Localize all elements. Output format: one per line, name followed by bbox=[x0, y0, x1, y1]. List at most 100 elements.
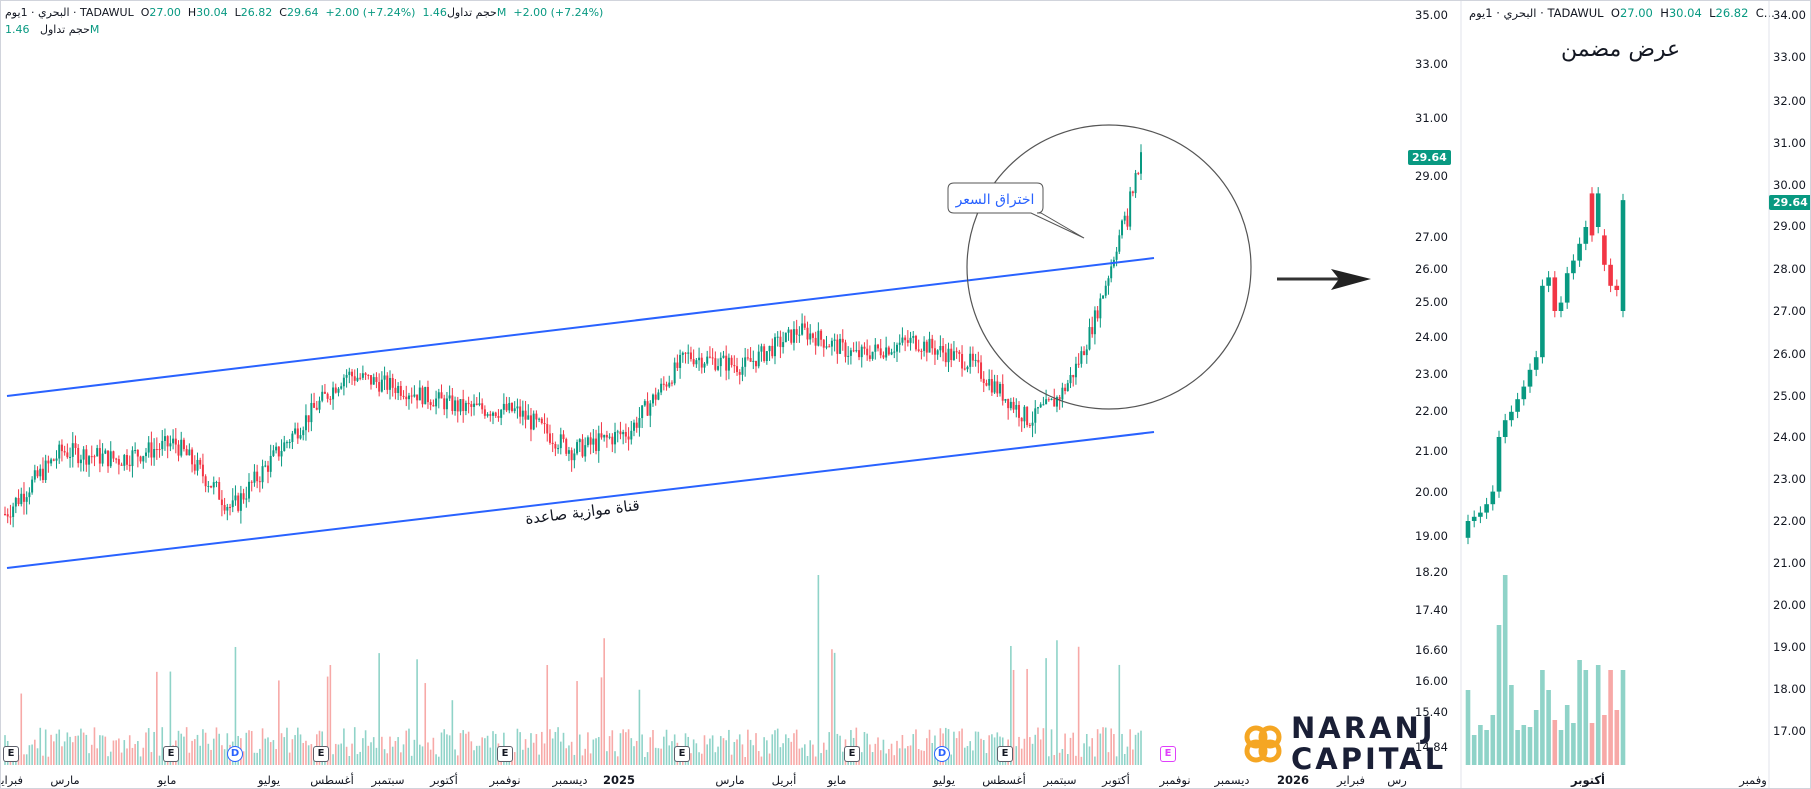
volume-bar bbox=[410, 755, 413, 765]
volume-bar bbox=[611, 730, 614, 765]
candle-body bbox=[191, 449, 194, 465]
earnings-icon[interactable]: E bbox=[313, 746, 329, 762]
candle-body bbox=[407, 395, 410, 400]
volume-bar bbox=[278, 680, 280, 765]
volume-bar bbox=[776, 728, 779, 765]
candle-body bbox=[310, 402, 313, 423]
volume-bar bbox=[988, 735, 990, 765]
volume-bar bbox=[340, 743, 342, 765]
low-value: 26.82 bbox=[240, 6, 273, 19]
volume-bar bbox=[223, 749, 226, 765]
candle-body bbox=[1055, 397, 1058, 407]
candle-body bbox=[746, 357, 749, 359]
volume-bar bbox=[210, 749, 212, 765]
volume-bar bbox=[958, 731, 961, 765]
volume-bar bbox=[69, 736, 71, 765]
x-tick-label: يوليو bbox=[932, 773, 955, 788]
earnings-icon[interactable]: E bbox=[163, 746, 179, 762]
x-tick-label: مايو bbox=[157, 773, 177, 788]
volume-bar bbox=[557, 727, 559, 765]
candle-body bbox=[1028, 425, 1031, 427]
candle-body bbox=[174, 438, 177, 445]
volume-bar bbox=[25, 754, 28, 765]
candle-body bbox=[58, 444, 61, 459]
candle-body bbox=[529, 415, 532, 430]
volume-bar bbox=[44, 729, 47, 765]
inset-candle-body bbox=[1465, 521, 1471, 538]
inset-volume-bar bbox=[1577, 660, 1582, 765]
volume-bar bbox=[90, 744, 93, 765]
candle-body bbox=[1137, 173, 1140, 175]
inset-y-tick-label: 20.00 bbox=[1773, 598, 1806, 612]
volume-bar bbox=[752, 745, 755, 765]
volume-bar bbox=[513, 752, 516, 765]
candle-body bbox=[489, 414, 492, 416]
earnings-icon[interactable]: E bbox=[997, 746, 1013, 762]
volume-bar bbox=[869, 744, 871, 765]
volume-bar bbox=[603, 638, 605, 765]
volume-bar bbox=[749, 739, 752, 765]
symbol-label[interactable]: البحري · 1يوم · TADAWUL bbox=[5, 6, 134, 19]
volume-bar bbox=[657, 748, 660, 765]
volume-bar bbox=[80, 728, 82, 765]
candle-body bbox=[383, 375, 386, 380]
volume-bar bbox=[1132, 749, 1134, 765]
candle-body bbox=[126, 455, 129, 465]
inset-price-tag: 29.64 bbox=[1769, 195, 1810, 210]
dividend-icon[interactable]: D bbox=[227, 746, 243, 762]
volume-bar bbox=[50, 734, 52, 765]
candle-body bbox=[581, 439, 584, 457]
volume-bar bbox=[123, 740, 126, 765]
candle-body bbox=[608, 436, 611, 438]
inset-y-tick-label: 26.00 bbox=[1773, 347, 1806, 361]
inset-y-tick-label: 34.00 bbox=[1773, 8, 1806, 22]
candle-body bbox=[847, 355, 850, 357]
earnings-icon[interactable]: E bbox=[674, 746, 690, 762]
candle-body bbox=[180, 439, 183, 456]
candle-body bbox=[681, 352, 684, 355]
volume-bar bbox=[888, 748, 890, 765]
volume-bar bbox=[817, 575, 820, 765]
volume-bar bbox=[874, 743, 877, 765]
inset-volume-bar bbox=[1595, 665, 1601, 765]
volume-bar bbox=[549, 729, 551, 765]
inset-candle-body bbox=[1515, 399, 1520, 412]
volume-bar bbox=[134, 744, 136, 765]
x-tick-label: مارس bbox=[715, 773, 744, 788]
volume-bar bbox=[1050, 729, 1053, 765]
volume-bar bbox=[698, 752, 700, 765]
candle-body bbox=[345, 374, 348, 378]
dividend-icon[interactable]: D bbox=[934, 746, 950, 762]
candle-body bbox=[196, 459, 199, 471]
inset-symbol-label[interactable]: البحري · 1يوم · TADAWUL bbox=[1469, 6, 1604, 20]
breakout-label: اختراق السعر bbox=[955, 192, 1035, 208]
candle-body bbox=[963, 368, 966, 370]
earnings-icon[interactable]: E bbox=[844, 746, 860, 762]
candle-body bbox=[554, 444, 557, 449]
volume-bar bbox=[345, 746, 348, 765]
open-label: O bbox=[140, 6, 150, 19]
candle-body bbox=[1026, 406, 1029, 426]
volume-bar bbox=[774, 730, 776, 765]
candle-body bbox=[299, 435, 302, 439]
volume-bar bbox=[31, 744, 33, 765]
volume-bar bbox=[158, 755, 161, 765]
candle-body bbox=[689, 352, 692, 360]
candle-body bbox=[662, 383, 665, 385]
candle-body bbox=[931, 338, 934, 349]
earnings-icon[interactable]: E bbox=[1160, 746, 1176, 762]
volume-bar bbox=[169, 671, 172, 765]
candle-body bbox=[1091, 327, 1094, 335]
candle-body bbox=[248, 481, 251, 499]
y-tick-label: 14.84 bbox=[1415, 740, 1448, 754]
inset-volume-bar bbox=[1490, 715, 1496, 765]
inset-close-label: C... bbox=[1755, 6, 1775, 20]
volume-bar bbox=[573, 754, 576, 765]
candle-body bbox=[928, 338, 931, 353]
inset-candle-body bbox=[1608, 264, 1613, 286]
earnings-icon[interactable]: E bbox=[3, 746, 19, 762]
earnings-icon[interactable]: E bbox=[497, 746, 513, 762]
candle-body bbox=[96, 448, 99, 457]
candle-body bbox=[147, 442, 150, 453]
